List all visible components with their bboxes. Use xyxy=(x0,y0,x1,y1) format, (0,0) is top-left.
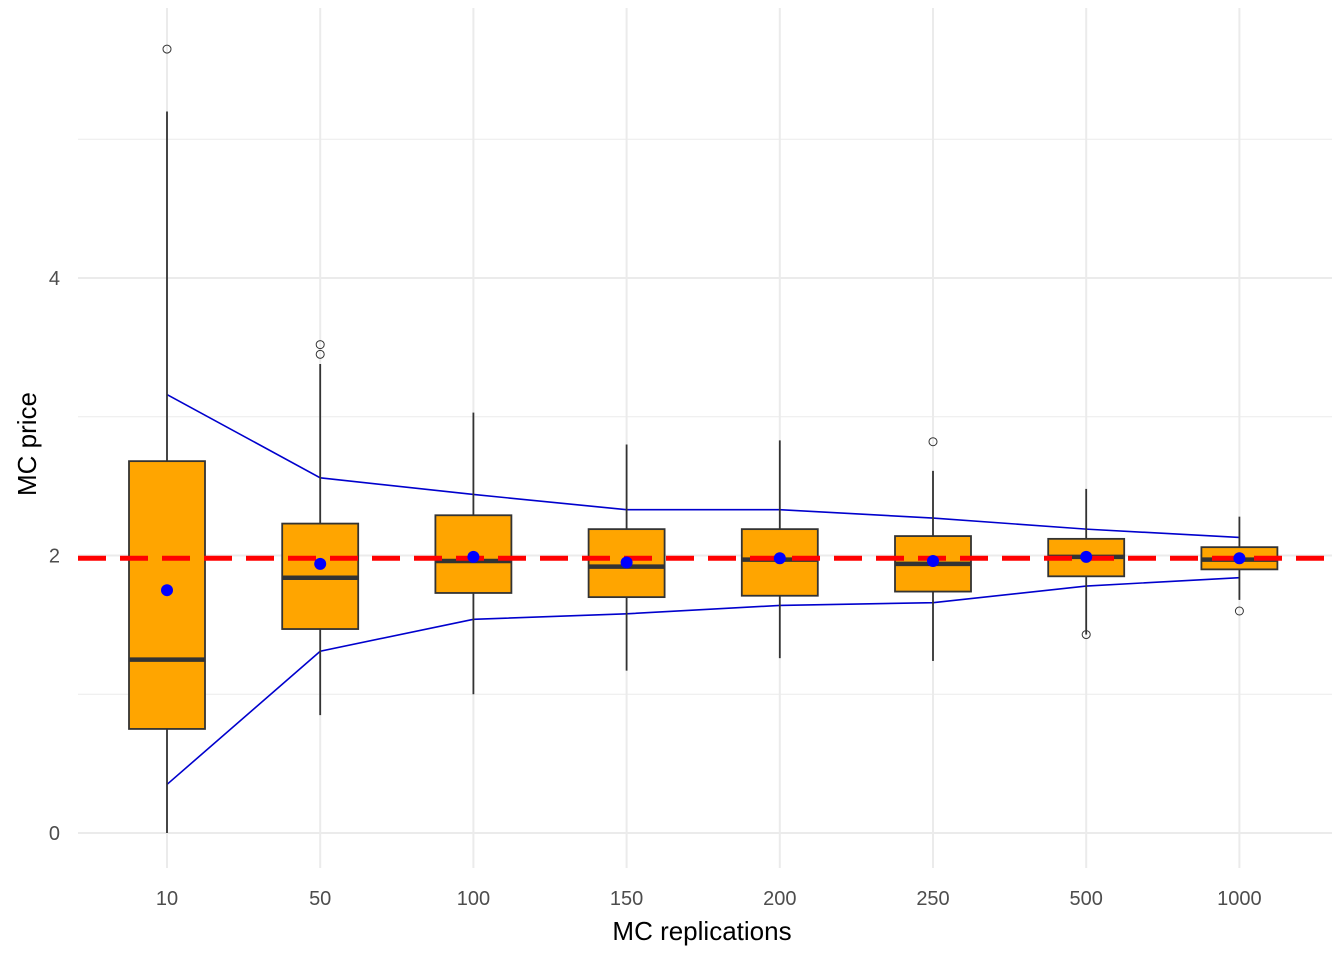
lower-band-line xyxy=(166,576,1240,786)
grid-layer xyxy=(78,8,1332,868)
mean-point-layer xyxy=(161,550,1246,597)
outlier-point xyxy=(162,44,172,54)
mean-point xyxy=(927,555,939,568)
box-layer xyxy=(128,44,1279,833)
mean-point xyxy=(1080,550,1093,563)
upper-band-line xyxy=(166,393,1240,539)
outlier-point xyxy=(315,349,325,359)
y-tick-label: 2 xyxy=(49,546,60,568)
outlier-point xyxy=(1234,606,1244,616)
x-tick-label: 200 xyxy=(763,888,796,910)
mean-point xyxy=(773,552,786,565)
x-tick-label: 1000 xyxy=(1217,888,1262,910)
x-tick-label: 500 xyxy=(1070,888,1103,910)
mean-point xyxy=(314,557,327,570)
mean-point xyxy=(161,584,173,597)
y-tick-label: 4 xyxy=(49,268,60,290)
band-layer xyxy=(166,393,1240,786)
mean-point xyxy=(1233,552,1246,565)
x-tick-label: 250 xyxy=(916,888,949,910)
tick-label-layer: 0 2 4 10 50 100 150 200 250 500 1000 xyxy=(49,268,1262,910)
outlier-point xyxy=(315,340,325,350)
x-tick-label: 150 xyxy=(610,888,643,910)
x-axis-title: MC replications xyxy=(612,916,791,946)
x-tick-label: 10 xyxy=(156,888,178,910)
mean-point xyxy=(620,556,633,569)
outlier-point xyxy=(928,437,938,447)
y-tick-label: 0 xyxy=(49,823,60,845)
x-tick-label: 50 xyxy=(309,888,331,910)
outlier-point xyxy=(1081,630,1091,640)
y-axis-title: MC price xyxy=(12,392,42,496)
mean-point xyxy=(467,550,480,563)
x-tick-label: 100 xyxy=(457,888,490,910)
